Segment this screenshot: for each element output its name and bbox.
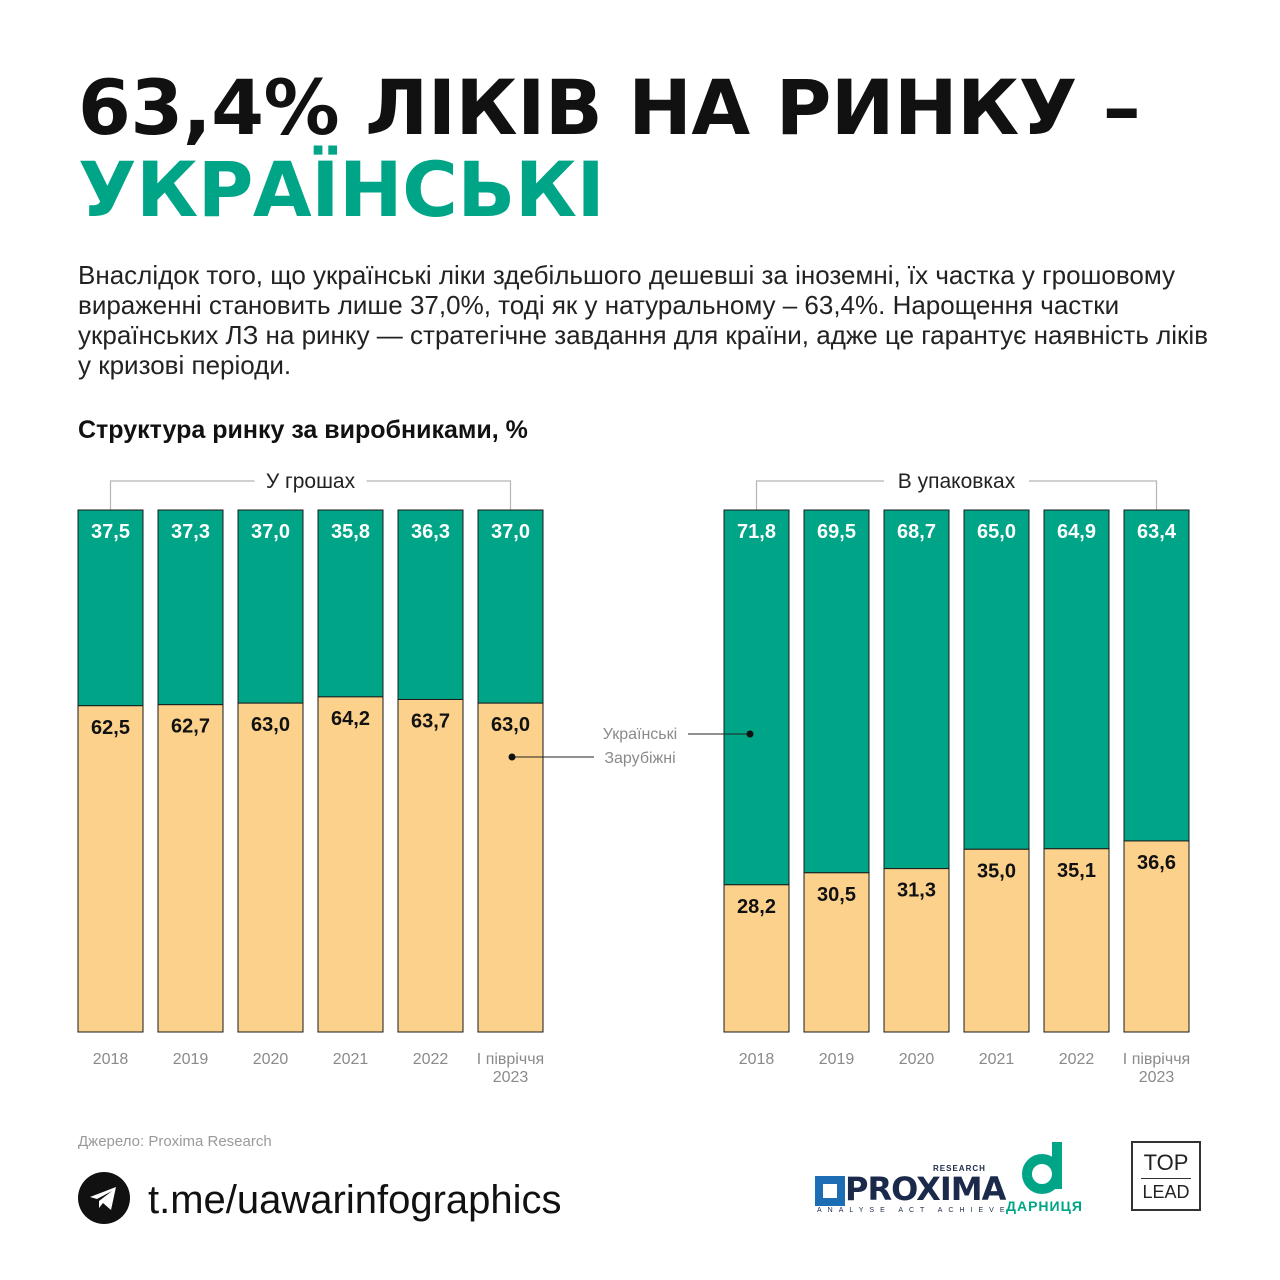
data-label-foreign: 31,3 xyxy=(897,880,936,902)
bar-foreign xyxy=(237,702,304,1033)
proxima-wordmark: PROXIMA xyxy=(845,1170,1006,1208)
bar-ukrainian xyxy=(237,509,304,704)
data-label-ukrainian: 35,8 xyxy=(331,521,370,543)
x-tick-label: 2020 xyxy=(253,1051,289,1068)
bar-foreign xyxy=(723,884,790,1033)
bar-ukrainian xyxy=(317,509,384,698)
x-tick-label: 2023 xyxy=(493,1069,529,1086)
bar-ukrainian xyxy=(723,509,790,886)
x-tick-label: 2021 xyxy=(333,1051,369,1068)
x-tick-label: 2023 xyxy=(1139,1069,1175,1086)
bar-foreign xyxy=(317,696,384,1033)
bar-ukrainian xyxy=(1123,509,1190,842)
page-title-line-1: 63,4% ЛІКІВ НА РИНКУ – xyxy=(78,63,1141,152)
data-label-ukrainian: 65,0 xyxy=(977,521,1016,543)
bar-ukrainian xyxy=(883,509,950,870)
bar-ukrainian xyxy=(77,509,144,707)
chart-heading: Структура ринку за виробниками, % xyxy=(78,416,528,444)
data-label-foreign: 28,2 xyxy=(737,896,776,918)
top-lead-divider xyxy=(1141,1178,1191,1179)
x-tick-label: І півріччя xyxy=(1123,1051,1190,1068)
data-label-foreign: 35,1 xyxy=(1057,860,1096,882)
data-label-foreign: 63,0 xyxy=(491,714,530,736)
proxima-mark-icon xyxy=(815,1176,845,1206)
data-label-foreign: 63,7 xyxy=(411,710,450,732)
data-label-ukrainian: 64,9 xyxy=(1057,521,1096,543)
intro-paragraph: Внаслідок того, що українські ліки здебі… xyxy=(78,260,1209,380)
bar-ukrainian xyxy=(803,509,870,874)
data-label-ukrainian: 37,0 xyxy=(251,521,290,543)
bar-ukrainian xyxy=(397,509,464,700)
x-tick-label: І півріччя xyxy=(477,1051,544,1068)
bar-ukrainian xyxy=(477,509,544,704)
data-label-foreign: 63,0 xyxy=(251,714,290,736)
telegram-icon[interactable] xyxy=(78,1172,130,1224)
data-label-ukrainian: 71,8 xyxy=(737,521,776,543)
source-note: Джерело: Proxima Research xyxy=(78,1133,272,1150)
group-bracket xyxy=(109,480,512,510)
bar-foreign xyxy=(397,698,464,1033)
bar-foreign xyxy=(883,868,950,1033)
group-title: У грошах xyxy=(266,470,356,493)
x-tick-label: 2018 xyxy=(93,1051,129,1068)
bar-foreign xyxy=(1123,840,1190,1033)
x-tick-label: 2019 xyxy=(173,1051,209,1068)
bar-ukrainian xyxy=(963,509,1030,850)
x-tick-label: 2018 xyxy=(739,1051,775,1068)
data-label-foreign: 62,7 xyxy=(171,716,210,738)
legend-foreign-dot xyxy=(508,753,516,761)
x-tick-label: 2019 xyxy=(819,1051,855,1068)
data-label-foreign: 64,2 xyxy=(331,708,370,730)
bar-foreign xyxy=(963,848,1030,1033)
darnitsa-mark-icon xyxy=(1022,1142,1062,1194)
legend-foreign: Зарубіжні xyxy=(604,750,675,767)
data-label-foreign: 30,5 xyxy=(817,884,856,906)
bar-ukrainian xyxy=(1043,509,1110,850)
data-label-ukrainian: 36,3 xyxy=(411,521,450,543)
legend-ukrainian-dot xyxy=(746,730,754,738)
bar-foreign xyxy=(803,872,870,1033)
proxima-tagline: ANALYSE ACT ACHIEVE xyxy=(817,1207,1011,1214)
top-lead-top-text: TOP xyxy=(1143,1150,1189,1175)
top-lead-bottom-text: LEAD xyxy=(1142,1182,1190,1202)
bar-ukrainian xyxy=(157,509,224,706)
bar-foreign xyxy=(77,705,144,1033)
group-title: В упаковках xyxy=(898,470,1016,493)
data-label-ukrainian: 63,4 xyxy=(1137,521,1177,543)
data-label-ukrainian: 68,7 xyxy=(897,521,936,543)
data-label-ukrainian: 37,3 xyxy=(171,521,210,543)
x-tick-label: 2022 xyxy=(413,1051,449,1068)
x-tick-label: 2022 xyxy=(1059,1051,1095,1068)
bar-foreign xyxy=(157,704,224,1033)
bar-foreign xyxy=(1043,848,1110,1033)
data-label-foreign: 62,5 xyxy=(91,717,130,739)
proxima-research-logo: PROXIMA RESEARCH ANALYSE ACT ACHIEVE xyxy=(815,1164,1006,1216)
darnitsa-logo: ДАРНИЦЯ xyxy=(1000,1140,1110,1215)
data-label-foreign: 35,0 xyxy=(977,860,1016,882)
darnitsa-wordmark: ДАРНИЦЯ xyxy=(1006,1198,1083,1214)
data-label-ukrainian: 37,5 xyxy=(91,521,130,543)
bar-foreign xyxy=(477,702,544,1033)
top-lead-logo: TOP LEAD xyxy=(1131,1141,1201,1211)
data-label-foreign: 36,6 xyxy=(1137,852,1176,874)
proxima-research-label: RESEARCH xyxy=(933,1164,986,1173)
data-label-ukrainian: 37,0 xyxy=(491,521,530,543)
legend-ukrainian: Українські xyxy=(603,726,677,743)
group-bracket xyxy=(755,480,1158,510)
x-tick-label: 2021 xyxy=(979,1051,1015,1068)
page-title-line-2: УКРАЇНСЬКІ xyxy=(78,145,605,234)
data-label-ukrainian: 69,5 xyxy=(817,521,856,543)
x-tick-label: 2020 xyxy=(899,1051,935,1068)
telegram-channel-link[interactable]: t.me/uawarinfographics xyxy=(148,1178,562,1222)
